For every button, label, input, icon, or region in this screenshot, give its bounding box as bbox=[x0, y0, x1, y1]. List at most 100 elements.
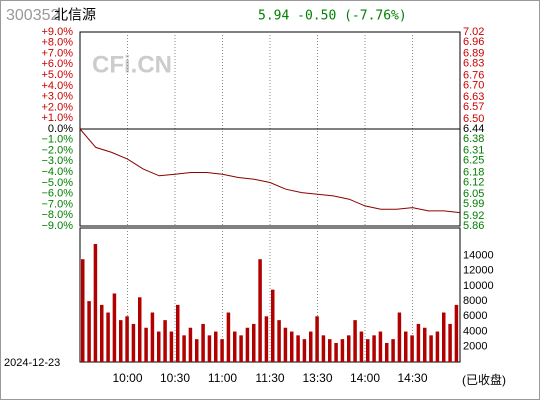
volume-bar bbox=[328, 339, 332, 362]
volume-bar bbox=[138, 297, 142, 362]
y-tick-label: +2.0% bbox=[42, 101, 74, 113]
volume-bar bbox=[271, 289, 275, 362]
y2-tick-label: 6.57 bbox=[463, 101, 484, 113]
volume-bar bbox=[119, 320, 123, 362]
volume-bar bbox=[195, 339, 199, 362]
volume-bar bbox=[226, 312, 231, 362]
volume-bar bbox=[435, 331, 440, 362]
volume-bar bbox=[264, 316, 269, 362]
y2-tick-label: 6.83 bbox=[463, 58, 484, 70]
y2-tick-label: 6.63 bbox=[463, 91, 484, 103]
volume-bar bbox=[182, 335, 186, 362]
y2-tick-label: 6.50 bbox=[463, 113, 484, 125]
volume-bar bbox=[378, 331, 383, 362]
volume-bar bbox=[359, 331, 364, 362]
volume-bar bbox=[252, 323, 256, 362]
volume-bar bbox=[448, 323, 452, 362]
y-tick-label: −9.0% bbox=[42, 220, 74, 232]
volume-bar bbox=[157, 331, 161, 362]
stock-name: 北信源 bbox=[54, 7, 96, 23]
volume-bar bbox=[144, 327, 148, 362]
volume-bar bbox=[188, 327, 193, 362]
y2-tick-label: 6.25 bbox=[463, 155, 484, 167]
volume-bar bbox=[296, 335, 300, 362]
y-tick-label: +4.0% bbox=[42, 80, 74, 92]
volume-bar bbox=[442, 312, 446, 362]
y-tick-label: 6000 bbox=[463, 310, 487, 322]
y-tick-label: +1.0% bbox=[42, 112, 74, 124]
volume-bar bbox=[220, 339, 224, 362]
volume-bar bbox=[112, 293, 117, 362]
volume-bar bbox=[302, 339, 307, 362]
y-tick-label: −2.0% bbox=[42, 144, 74, 156]
volume-bar bbox=[207, 335, 212, 362]
y-tick-label: +9.0% bbox=[42, 26, 74, 38]
x-tick-label: 13:30 bbox=[302, 371, 332, 385]
y2-tick-label: 6.44 bbox=[463, 123, 484, 135]
x-tick-label: 11:00 bbox=[208, 371, 237, 385]
volume-bar bbox=[239, 335, 243, 362]
y-tick-label: −8.0% bbox=[42, 209, 74, 221]
volume-bar bbox=[106, 312, 110, 362]
y-tick-label: +7.0% bbox=[42, 47, 74, 59]
volume-bar bbox=[150, 312, 155, 362]
volume-bar bbox=[366, 339, 370, 362]
volume-bar bbox=[416, 323, 421, 362]
x-tick-label: 11:30 bbox=[255, 371, 284, 385]
volume-bar bbox=[454, 304, 459, 362]
y-tick-label: −1.0% bbox=[42, 134, 74, 146]
volume-bar bbox=[100, 304, 104, 362]
y-tick-label: 14000 bbox=[463, 249, 494, 261]
y2-tick-label: 7.02 bbox=[463, 26, 484, 38]
volume-bar bbox=[169, 331, 174, 362]
volume-bar bbox=[214, 331, 218, 362]
volume-bar bbox=[201, 323, 205, 362]
y-tick-label: 12000 bbox=[463, 265, 494, 277]
volume-bar bbox=[429, 335, 433, 362]
volume-bar bbox=[404, 331, 408, 362]
quote: 5.94 -0.50 (-7.76%) bbox=[258, 9, 407, 24]
y2-tick-label: 6.31 bbox=[463, 145, 484, 157]
y-tick-label: −6.0% bbox=[42, 188, 74, 200]
volume-bar bbox=[81, 259, 85, 362]
y-tick-label: +3.0% bbox=[42, 91, 74, 103]
volume-bar bbox=[315, 316, 319, 362]
volume-bar bbox=[340, 339, 345, 362]
y-tick-label: +6.0% bbox=[42, 58, 74, 70]
volume-bar bbox=[423, 327, 427, 362]
y2-tick-label: 6.70 bbox=[463, 79, 484, 91]
y2-tick-label: 5.92 bbox=[463, 210, 484, 222]
y2-tick-label: 6.76 bbox=[463, 69, 484, 81]
x-tick-label: 14:30 bbox=[397, 371, 427, 385]
y-tick-label: 8000 bbox=[463, 295, 487, 307]
y-tick-label: −5.0% bbox=[42, 177, 74, 189]
y2-tick-label: 6.18 bbox=[463, 166, 484, 178]
volume-bar bbox=[283, 327, 288, 362]
y2-tick-label: 6.89 bbox=[463, 48, 484, 60]
date: 2024-12-23 bbox=[4, 357, 60, 369]
volume-bar bbox=[353, 320, 357, 362]
y2-tick-label: 6.12 bbox=[463, 176, 484, 188]
y-tick-label: 0.0% bbox=[48, 123, 73, 135]
y2-tick-label: 6.96 bbox=[463, 36, 484, 48]
volume-bar bbox=[397, 312, 402, 362]
y2-tick-label: 5.86 bbox=[463, 220, 484, 232]
x-tick-label: 10:00 bbox=[112, 371, 142, 385]
volume-bar bbox=[93, 243, 98, 362]
volume-bar bbox=[410, 335, 414, 362]
price-line bbox=[79, 128, 461, 214]
stock-code: 300352 bbox=[6, 7, 59, 24]
volume-bar bbox=[391, 339, 395, 362]
x-tick-label: 10:30 bbox=[160, 371, 190, 385]
y-tick-label: 4000 bbox=[463, 325, 487, 337]
y-tick-label: −7.0% bbox=[42, 198, 74, 210]
volume-bar bbox=[372, 335, 376, 362]
volume-bar bbox=[87, 301, 91, 362]
volume-bar bbox=[245, 327, 250, 362]
y-tick-label: 2000 bbox=[463, 341, 487, 353]
y2-tick-label: 6.38 bbox=[463, 133, 484, 145]
volume-bar bbox=[347, 335, 351, 362]
y2-tick-label: 5.99 bbox=[463, 198, 484, 210]
y-tick-label: +5.0% bbox=[42, 69, 74, 81]
